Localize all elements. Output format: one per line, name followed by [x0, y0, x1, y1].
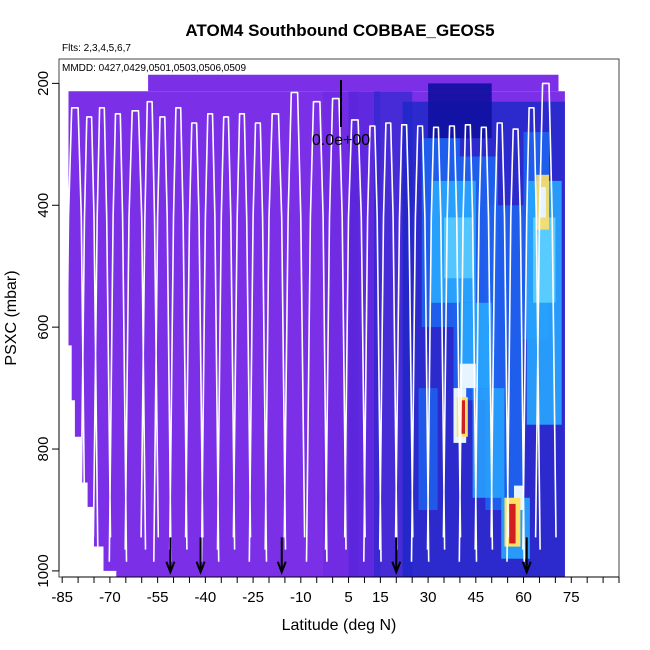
flight-track-line [63, 82, 557, 562]
x-tick-label: -10 [290, 589, 312, 606]
x-tick-label: -85 [51, 589, 73, 606]
x-tick-label: -25 [242, 589, 264, 606]
profile-arrow-head [521, 561, 532, 575]
heatmap-cell [444, 217, 473, 279]
x-tick-label: 45 [467, 589, 484, 606]
x-tick-label: -40 [195, 589, 217, 606]
x-tick-label: -70 [99, 589, 121, 606]
scale-legend-label: 0.0e+00 [312, 132, 370, 149]
heatmap-cell [509, 503, 516, 544]
flights-label: Flts: 2,3,4,5,6,7 [62, 43, 131, 54]
chart-title: ATOM4 Southbound COBBAE_GEOS5 [185, 21, 494, 40]
heatmap-cell [428, 83, 492, 139]
y-tick-label: 400 [35, 193, 52, 218]
y-axis-label: PSXC (mbar) [3, 270, 20, 365]
x-tick-label: 15 [372, 589, 389, 606]
scale-legend: 0.0e+00 [312, 80, 370, 149]
heatmap-region [148, 74, 559, 92]
profile-arrow-head [195, 561, 206, 575]
heatmap-cell [459, 363, 476, 389]
x-axis-label: Latitude (deg N) [282, 617, 397, 634]
x-axis: -85 -70 -55 -40 -25 -10 5 15 30 45 60 75 [51, 576, 620, 606]
profile-arrow-head [391, 561, 402, 575]
y-axis: 200 400 600 800 1000 [35, 71, 60, 588]
x-tick-label: 30 [420, 589, 437, 606]
profile-arrows [165, 537, 532, 575]
x-tick-label: -55 [147, 589, 169, 606]
profile-arrow-head [165, 561, 176, 575]
heatmap-cell [472, 388, 505, 498]
y-tick-label: 1000 [35, 554, 52, 587]
x-tick-label: 75 [563, 589, 580, 606]
heatmap-cell [460, 400, 465, 434]
dates-label: MMDD: 0427,0429,0501,0503,0506,0509 [62, 63, 246, 74]
profile-arrow-head [276, 561, 287, 575]
y-tick-label: 600 [35, 315, 52, 340]
flight-track [63, 82, 557, 562]
heatmap-cell [539, 187, 546, 218]
x-tick-label: 60 [515, 589, 532, 606]
y-tick-label: 800 [35, 437, 52, 462]
y-tick-label: 200 [35, 71, 52, 96]
x-tick-label: 5 [344, 589, 352, 606]
